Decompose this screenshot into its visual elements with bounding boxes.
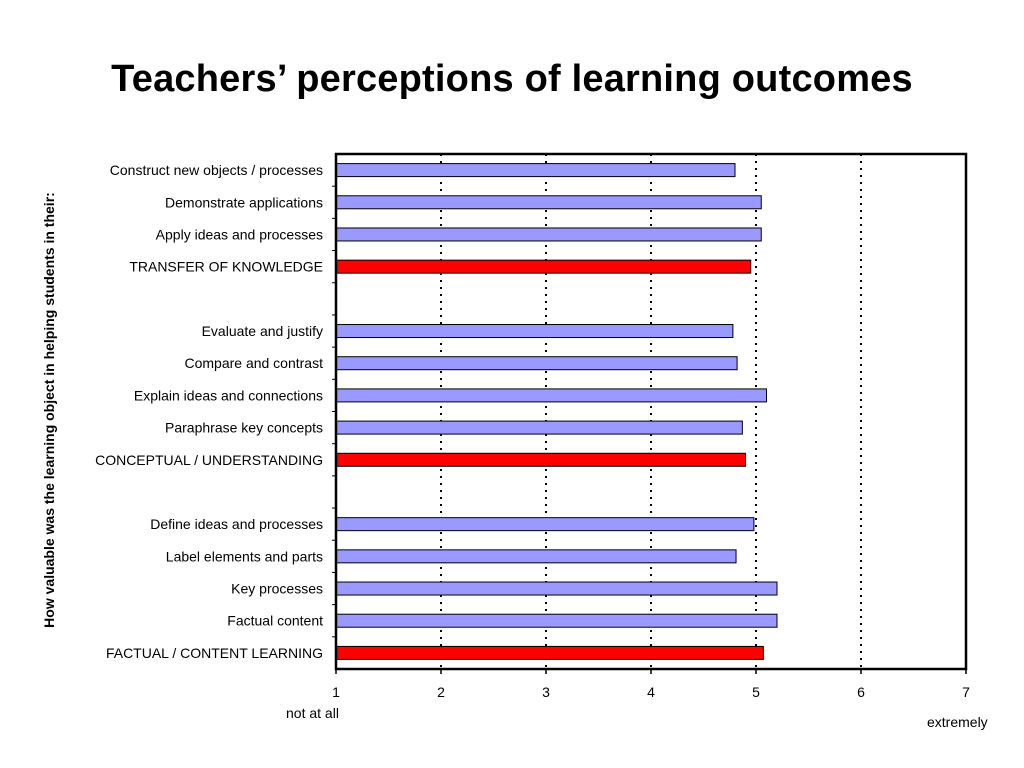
- data-bar: [335, 195, 762, 210]
- x-tick-label: 7: [962, 684, 970, 700]
- category-label: FACTUAL / CONTENT LEARNING: [106, 645, 323, 661]
- category-bar: [335, 645, 764, 660]
- category-label: Evaluate and justify: [202, 323, 323, 339]
- data-bar: [335, 324, 734, 339]
- data-bar: [335, 227, 762, 242]
- category-label: Paraphrase key concepts: [165, 420, 323, 436]
- x-tick-label: 3: [542, 684, 550, 700]
- category-label: Demonstrate applications: [165, 194, 323, 210]
- x-tick-label: 4: [647, 684, 655, 700]
- data-bar: [335, 420, 743, 435]
- category-label: Factual content: [227, 613, 323, 629]
- data-bar: [335, 581, 778, 596]
- x-tick-label: 6: [857, 684, 865, 700]
- x-tick-label: 5: [752, 684, 760, 700]
- category-bar: [335, 259, 752, 274]
- category-bar: [335, 452, 746, 467]
- slide-title: Teachers’ perceptions of learning outcom…: [111, 58, 913, 100]
- category-label: Construct new objects / processes: [110, 162, 323, 178]
- category-label: Key processes: [231, 581, 323, 597]
- category-label: Apply ideas and processes: [156, 226, 323, 242]
- category-label: Define ideas and processes: [150, 516, 323, 532]
- category-label: TRANSFER OF KNOWLEDGE: [129, 259, 323, 275]
- data-bar: [335, 517, 755, 532]
- x-axis-low-note: not at all: [286, 705, 339, 721]
- data-bar: [335, 163, 736, 178]
- category-label: Label elements and parts: [166, 548, 323, 564]
- category-label: Explain ideas and connections: [134, 387, 323, 403]
- x-tick-label: 1: [332, 684, 340, 700]
- data-bar: [335, 388, 767, 403]
- category-label: Compare and contrast: [184, 355, 323, 371]
- category-label: CONCEPTUAL / UNDERSTANDING: [95, 452, 323, 468]
- data-bar: [335, 356, 738, 371]
- data-bar: [335, 549, 737, 564]
- x-axis-high-note: extremely: [927, 714, 988, 730]
- x-tick-label: 2: [437, 684, 445, 700]
- data-bar: [335, 613, 778, 628]
